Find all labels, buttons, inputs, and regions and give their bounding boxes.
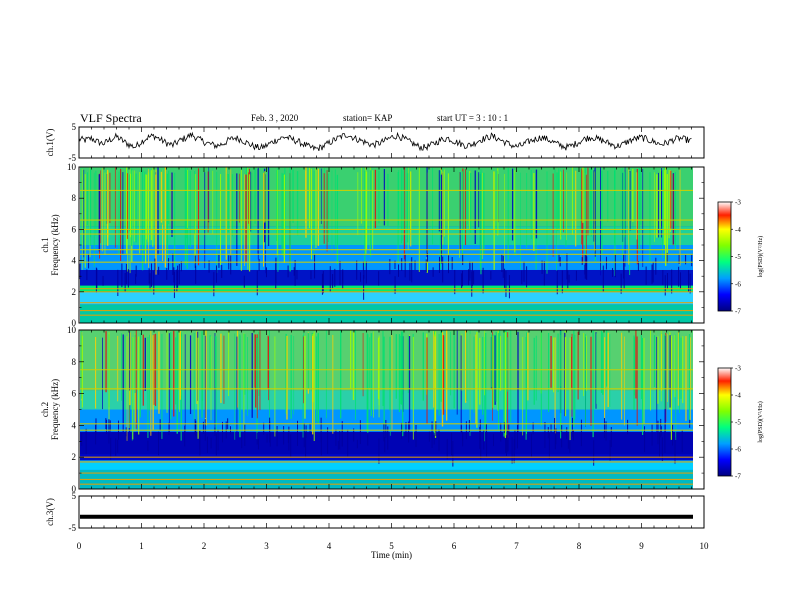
ch1-waveform-line xyxy=(78,131,692,152)
x-tick-label: 10 xyxy=(700,541,710,551)
spectrogram-1 xyxy=(79,167,704,323)
y-tick-label: 6 xyxy=(72,389,77,399)
y-tick-label: 10 xyxy=(67,325,77,335)
y-tick-label: -5 xyxy=(69,153,77,163)
y-axis-label: ch.1(V) xyxy=(45,129,55,157)
x-tick-label: 2 xyxy=(202,541,207,551)
waveform-panel-1 xyxy=(78,131,692,152)
spectrogram-2 xyxy=(80,330,704,489)
y-tick-label: 2 xyxy=(72,287,77,297)
colorbar-tick-label: -6 xyxy=(735,446,741,454)
x-tick-label: 1 xyxy=(139,541,144,551)
colorbar-tick-label: -7 xyxy=(735,308,741,316)
frequency-band xyxy=(80,269,693,286)
start-time-label: start UT = 3 : 10 : 1 xyxy=(437,113,509,123)
frequency-band xyxy=(80,226,693,245)
x-tick-label: 4 xyxy=(327,541,332,551)
y-tick-label: 10 xyxy=(67,162,77,172)
x-tick-label: 8 xyxy=(577,541,582,551)
spectrogram-end-blank xyxy=(693,167,704,323)
frequency-band xyxy=(80,409,693,432)
colorbar-tick-label: -3 xyxy=(735,365,741,373)
y-tick-label: 4 xyxy=(72,256,77,266)
colorbar-tick-label: -6 xyxy=(735,280,741,288)
y-tick-label: 8 xyxy=(72,357,77,367)
y-axis-label: ch.3(V) xyxy=(45,498,55,526)
x-axis-label: Time (min) xyxy=(371,550,412,560)
x-tick-label: 9 xyxy=(639,541,644,551)
colorbar-tick-label: -4 xyxy=(735,392,741,400)
spectrogram-end-blank xyxy=(693,330,704,489)
y-tick-label: 8 xyxy=(72,193,77,203)
date-label: Feb. 3 , 2020 xyxy=(251,113,299,123)
x-tick-label: 5 xyxy=(389,541,394,551)
colorbar-tick-label: -3 xyxy=(735,199,741,207)
y-tick-label: 2 xyxy=(72,452,77,462)
colorbar-tick-label: -5 xyxy=(735,253,741,261)
y-tick-label: 6 xyxy=(72,224,77,234)
station-label: station= KAP xyxy=(343,113,393,123)
frequency-band xyxy=(80,304,693,323)
colorbar-tick-label: -4 xyxy=(735,226,741,234)
colorbar-label: log(PSD)(V²/Hz) xyxy=(757,236,764,277)
y-axis-label: Frequency (kHz) xyxy=(50,214,60,275)
colorbar-label: log(PSD)(V²/Hz) xyxy=(757,401,764,442)
x-tick-label: 3 xyxy=(264,541,269,551)
frequency-band xyxy=(80,431,693,455)
y-tick-label: 4 xyxy=(72,420,77,430)
y-tick-label: -5 xyxy=(69,523,77,533)
colorbar-tick-label: -5 xyxy=(735,419,741,427)
colorbar xyxy=(717,201,732,312)
colorbar-tick-label: -7 xyxy=(735,473,741,481)
frequency-band xyxy=(80,390,693,410)
y-axis-label: Frequency (kHz) xyxy=(50,379,60,440)
y-axis-label: ch.2 xyxy=(40,402,50,417)
figure-title: VLF Spectra xyxy=(80,111,142,125)
y-tick-label: 0 xyxy=(72,484,77,494)
x-tick-label: 7 xyxy=(514,541,519,551)
colorbar xyxy=(717,367,732,477)
y-tick-label: 0 xyxy=(72,318,77,328)
frequency-band xyxy=(80,460,693,470)
y-tick-label: 5 xyxy=(72,491,77,501)
x-tick-label: 6 xyxy=(452,541,457,551)
y-axis-label: ch.1 xyxy=(40,237,50,252)
frequency-band xyxy=(80,291,693,305)
y-tick-label: 5 xyxy=(72,122,77,132)
x-tick-label: 0 xyxy=(77,541,82,551)
